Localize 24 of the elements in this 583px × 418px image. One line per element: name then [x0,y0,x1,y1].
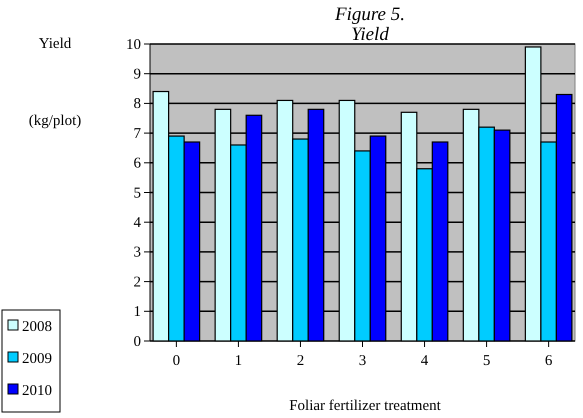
chart-title: Figure 5. Yield [334,4,406,45]
x-axis-title: Foliar fertilizer treatment [289,398,442,414]
y-tick-label: 8 [134,96,141,112]
y-tick-label: 10 [126,36,141,53]
y-tick-label: 7 [134,126,142,142]
y-tick-label: 4 [134,215,142,231]
y-tick-label: 5 [134,185,141,202]
legend-label: 2010 [22,383,52,399]
y-tick-label: 6 [134,156,142,172]
y-tick-label: 1 [134,304,141,320]
y-tick-label: 3 [134,244,141,261]
x-tick-label: 3 [358,353,366,369]
x-tick-label: 4 [420,353,429,369]
text: Yield (kg/plot) [28,36,82,129]
legend-label: 2009 [22,351,52,367]
legend-label: 2008 [22,319,52,335]
x-tick-label: 0 [172,353,180,369]
y-tick-label: 0 [134,334,141,350]
x-tick-label: 5 [482,353,490,369]
x-tick-label: 1 [234,353,242,369]
x-tick-label: 2 [296,353,304,369]
y-tick-label: 9 [134,66,141,82]
y-tick-label: 2 [134,274,141,290]
x-tick-label: 6 [544,353,553,369]
